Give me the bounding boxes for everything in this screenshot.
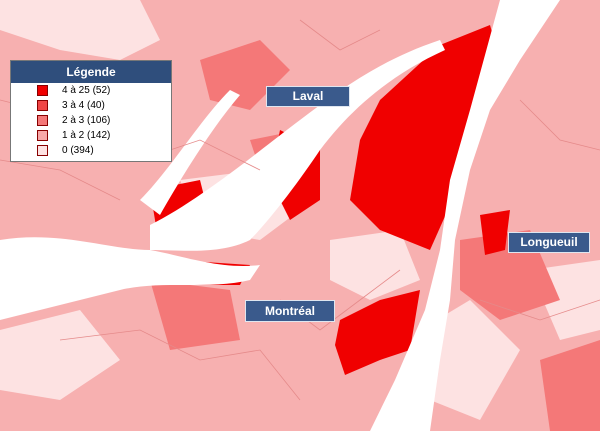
legend-swatch — [37, 145, 48, 156]
legend-swatch — [37, 85, 48, 96]
place-label: Montréal — [245, 300, 335, 322]
legend-item: 0 (394) — [11, 143, 171, 158]
legend-item: 2 à 3 (106) — [11, 113, 171, 128]
place-label: Laval — [266, 86, 350, 107]
legend-items: 4 à 25 (52) 3 à 4 (40) 2 à 3 (106) 1 à 2 (1… — [11, 83, 171, 158]
legend-label: 4 à 25 (52) — [62, 85, 111, 96]
legend-title: Légende — [11, 61, 171, 83]
legend-label: 1 à 2 (142) — [62, 130, 111, 141]
place-label: Longueuil — [508, 232, 590, 253]
water — [0, 0, 560, 431]
legend-swatch — [37, 115, 48, 126]
legend-label: 2 à 3 (106) — [62, 115, 111, 126]
legend-item: 4 à 25 (52) — [11, 83, 171, 98]
legend-item: 1 à 2 (142) — [11, 128, 171, 143]
legend-swatch — [37, 100, 48, 111]
legend-item: 3 à 4 (40) — [11, 98, 171, 113]
legend-swatch — [37, 130, 48, 141]
legend: Légende 4 à 25 (52) 3 à 4 (40) 2 à 3 (106)… — [10, 60, 172, 162]
legend-label: 3 à 4 (40) — [62, 100, 105, 111]
legend-label: 0 (394) — [62, 145, 94, 156]
